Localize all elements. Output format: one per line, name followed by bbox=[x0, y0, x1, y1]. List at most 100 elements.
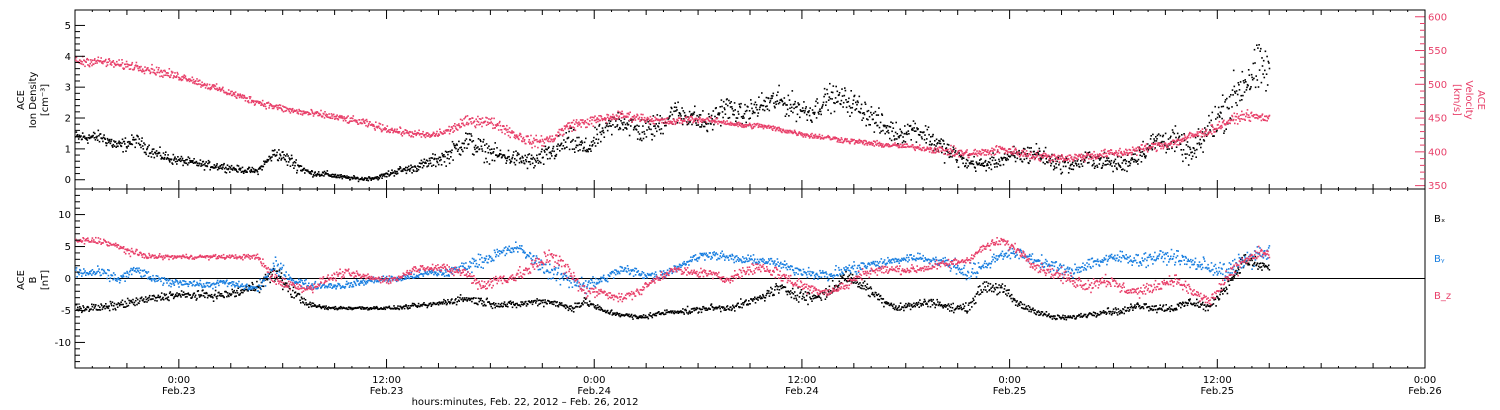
ion-density-point bbox=[806, 119, 809, 121]
velocity-point bbox=[679, 122, 681, 124]
ion-density-point bbox=[214, 165, 217, 168]
velocity-point bbox=[660, 118, 663, 120]
ion-density-point bbox=[673, 110, 675, 113]
ion-density-point bbox=[911, 129, 913, 131]
ion-density-point bbox=[348, 176, 351, 179]
ion-density-point bbox=[1175, 146, 1178, 148]
ion-density-point bbox=[490, 152, 492, 155]
velocity-point bbox=[774, 129, 777, 132]
velocity-point bbox=[346, 121, 349, 124]
velocity-point bbox=[767, 125, 769, 128]
velocity-point bbox=[1009, 148, 1012, 150]
ion-density-point bbox=[761, 92, 763, 94]
ion-density-point bbox=[730, 101, 732, 103]
ion-density-point bbox=[1226, 97, 1228, 100]
ion-density-point bbox=[618, 118, 621, 121]
velocity-point bbox=[425, 132, 428, 134]
ion-density-point bbox=[1092, 164, 1094, 166]
velocity-point bbox=[374, 129, 376, 131]
ion-density-point bbox=[625, 127, 627, 129]
velocity-point bbox=[621, 110, 623, 113]
velocity-point bbox=[784, 130, 786, 133]
velocity-point bbox=[222, 89, 225, 92]
velocity-point bbox=[514, 137, 517, 140]
velocity-point bbox=[593, 116, 595, 119]
ion-density-point bbox=[303, 167, 306, 170]
velocity-point bbox=[781, 129, 784, 132]
ion-density-point bbox=[163, 158, 165, 160]
velocity-point bbox=[201, 81, 203, 84]
velocity-point bbox=[1021, 151, 1024, 153]
ion-density-point bbox=[707, 113, 710, 115]
velocity-point bbox=[757, 126, 760, 129]
ion-density-point bbox=[410, 166, 413, 169]
ion-density-point bbox=[385, 172, 387, 174]
velocity-point bbox=[1084, 160, 1086, 163]
velocity-point bbox=[92, 63, 95, 66]
ion-density-point bbox=[819, 110, 822, 113]
ion-density-point bbox=[957, 166, 960, 168]
velocity-point bbox=[686, 121, 689, 124]
ion-density-point bbox=[827, 109, 829, 111]
ion-density-point bbox=[961, 158, 963, 160]
velocity-point bbox=[84, 65, 86, 68]
velocity-point bbox=[122, 67, 124, 69]
ion-density-point bbox=[947, 144, 950, 146]
ion-density-point bbox=[784, 102, 786, 104]
velocity-point bbox=[539, 139, 541, 141]
ion-density-point bbox=[434, 153, 436, 156]
bx-point bbox=[426, 306, 429, 309]
ion-density-point bbox=[542, 163, 545, 165]
bx-point bbox=[485, 298, 488, 301]
velocity-point bbox=[541, 138, 544, 141]
velocity-point bbox=[1125, 151, 1128, 154]
ion-density-point bbox=[372, 177, 374, 179]
ion-density-point bbox=[593, 142, 596, 144]
velocity-point bbox=[476, 123, 478, 126]
velocity-point bbox=[1027, 155, 1030, 157]
ion-density-point bbox=[643, 133, 646, 135]
velocity-point bbox=[1247, 116, 1249, 119]
ion-density-point bbox=[352, 177, 355, 179]
ion-density-point bbox=[943, 143, 945, 145]
velocity-point bbox=[856, 140, 858, 142]
ion-density-point bbox=[113, 145, 116, 147]
ion-density-point bbox=[743, 117, 745, 119]
velocity-point bbox=[474, 125, 476, 127]
ion-density-point bbox=[86, 139, 89, 141]
ion-density-point bbox=[1232, 69, 1235, 72]
ion-density-point bbox=[1052, 160, 1054, 163]
ion-density-point bbox=[1245, 89, 1248, 91]
ion-density-point bbox=[99, 133, 102, 135]
ion-density-point bbox=[508, 158, 511, 161]
bx-point bbox=[214, 289, 217, 292]
velocity-point bbox=[576, 125, 579, 127]
bx-point bbox=[308, 306, 310, 308]
ion-density-point bbox=[97, 129, 100, 132]
ion-density-point bbox=[982, 162, 985, 164]
velocity-point bbox=[534, 139, 537, 141]
bx-point bbox=[338, 306, 341, 309]
ion-density-point bbox=[1123, 169, 1126, 172]
velocity-point bbox=[791, 131, 794, 134]
bx-point bbox=[324, 308, 326, 310]
bx-point bbox=[328, 306, 330, 308]
velocity-point bbox=[1050, 159, 1052, 162]
velocity-point bbox=[777, 126, 779, 129]
ion-density-point bbox=[793, 107, 795, 110]
ion-density-point bbox=[178, 159, 181, 162]
ion-density-point bbox=[960, 155, 963, 157]
ion-density-point bbox=[951, 156, 953, 158]
velocity-point bbox=[567, 128, 570, 130]
velocity-point bbox=[888, 144, 891, 146]
velocity-point bbox=[681, 122, 683, 125]
bx-point bbox=[369, 307, 372, 309]
velocity-point bbox=[597, 118, 600, 121]
velocity-point bbox=[335, 115, 338, 118]
velocity-point bbox=[1204, 131, 1206, 133]
ion-density-point bbox=[1176, 132, 1179, 135]
ion-density-point bbox=[506, 157, 509, 160]
bx-point bbox=[110, 302, 112, 305]
velocity-point bbox=[1145, 147, 1147, 149]
ion-density-point bbox=[176, 163, 178, 165]
